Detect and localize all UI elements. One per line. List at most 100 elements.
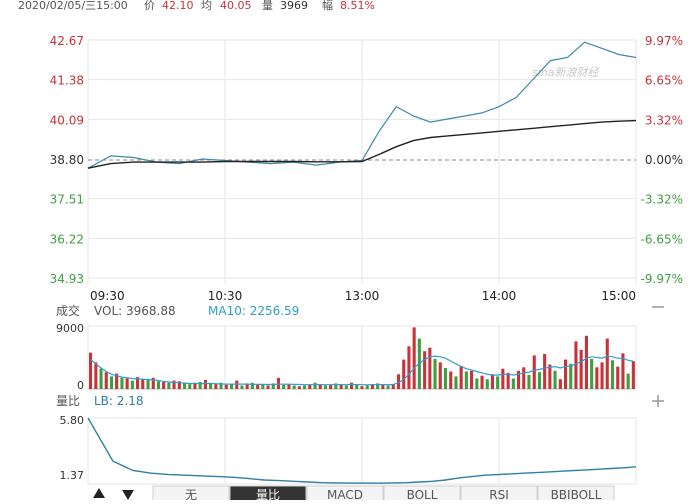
volume-bar xyxy=(329,384,333,389)
zoom-plus-icon[interactable] xyxy=(652,395,664,407)
volume-bar xyxy=(318,384,322,389)
volume-bar xyxy=(125,378,129,389)
vol-value: VOL: 3968.88 xyxy=(94,304,176,318)
header-avg-label: 均 xyxy=(201,0,212,12)
volume-bar xyxy=(303,385,307,389)
volume-bar xyxy=(256,384,260,389)
header-volume: 3969 xyxy=(280,0,308,12)
percent-tick-label: 0.00% xyxy=(645,153,683,167)
tab-label: BBIBOLL xyxy=(551,488,602,500)
volume-bar xyxy=(292,385,296,389)
percent-tick-label: 3.32% xyxy=(645,113,683,127)
volume-bar xyxy=(564,359,568,389)
volume-bar xyxy=(402,359,406,389)
lb-label: 量比 xyxy=(56,394,80,408)
lb-tick-min: 1.37 xyxy=(60,469,85,482)
volume-bar xyxy=(245,383,249,389)
volume-bar xyxy=(360,386,364,389)
volume-bar xyxy=(271,383,275,389)
volume-bar xyxy=(224,384,228,389)
volume-bar xyxy=(397,374,401,389)
tab-label: 量比 xyxy=(256,488,280,500)
header-price-label: 价 xyxy=(144,0,155,12)
volume-bar xyxy=(590,358,594,389)
volume-bar xyxy=(261,384,265,389)
time-tick-label: 15:00 xyxy=(601,289,636,303)
tab-3[interactable]: BOLL xyxy=(383,485,461,503)
volume-bar xyxy=(449,371,453,389)
bottom-toolbar: 无 量比 MACD BOLL RSI BBIBOLL xyxy=(93,485,615,503)
header-amplitude: 8.51% xyxy=(340,0,375,12)
percent-tick-label: 9.97% xyxy=(645,34,683,48)
tab-2[interactable]: MACD xyxy=(306,485,384,503)
time-tick-label: 14:00 xyxy=(482,289,517,303)
tab-0[interactable]: 无 xyxy=(152,485,230,503)
price-line xyxy=(87,41,637,169)
volume-bar xyxy=(141,379,145,389)
volume-bar xyxy=(198,382,202,389)
volume-tick-zero: 0 xyxy=(77,379,84,392)
volume-bar xyxy=(621,353,625,389)
lb-panel-header: 量比 LB: 2.18 xyxy=(56,394,144,408)
volume-bar xyxy=(183,383,187,389)
volume-bar xyxy=(490,374,494,389)
volume-bar xyxy=(381,384,385,389)
volume-bar xyxy=(203,379,207,389)
tab-label: MACD xyxy=(327,488,363,500)
volume-bar xyxy=(610,360,614,389)
sina-watermark: sina新浪财经 xyxy=(532,66,599,79)
volume-bar xyxy=(297,386,301,389)
volume-bar xyxy=(235,380,239,389)
header-avg: 40.05 xyxy=(220,0,252,12)
tab-4[interactable]: RSI xyxy=(460,485,538,503)
volume-bar xyxy=(517,370,521,389)
volume-bar xyxy=(438,362,442,389)
percent-tick-label: 6.65% xyxy=(645,74,683,88)
volume-bar xyxy=(428,347,432,389)
tab-1[interactable]: 量比 xyxy=(229,485,307,503)
volume-bar xyxy=(89,352,93,389)
header-datetime: 2020/02/05/三15:00 xyxy=(18,0,128,12)
volume-bar xyxy=(407,346,411,389)
volume-bar xyxy=(511,378,515,389)
volume-panel-header: 成交 VOL: 3968.88 MA10: 2256.59 xyxy=(56,303,299,318)
volume-bar xyxy=(209,383,213,389)
volume-tick-max: 9000 xyxy=(56,322,84,335)
volume-bar xyxy=(355,384,359,389)
volume-bar xyxy=(480,375,484,389)
volume-bar xyxy=(527,375,531,389)
volume-bar xyxy=(287,384,291,389)
volume-bar xyxy=(282,384,286,389)
header-vol-label: 量 xyxy=(262,0,273,12)
volume-bar xyxy=(266,385,270,389)
percent-axis: 9.97% 6.65% 3.32% 0.00% -3.32% -6.65% -9.97% xyxy=(641,34,683,286)
volume-bar xyxy=(376,383,380,389)
percent-tick-label: -6.65% xyxy=(641,232,683,246)
volume-bar xyxy=(146,379,150,389)
quote-header: 2020/02/05/三15:00 价 42.10 均 40.05 量 3969… xyxy=(18,0,375,12)
percent-tick-label: -9.97% xyxy=(641,272,683,286)
tab-5[interactable]: BBIBOLL xyxy=(537,485,615,503)
volume-bar xyxy=(532,355,536,389)
volume-bar xyxy=(109,376,113,389)
volume-bar xyxy=(214,384,218,389)
price-tick-label: 38.80 xyxy=(50,153,84,167)
volume-bar xyxy=(94,362,98,389)
volume-bar xyxy=(605,338,609,389)
volume-bar xyxy=(433,358,437,389)
lb-line xyxy=(87,417,637,484)
volume-bar xyxy=(130,380,134,389)
volume-bar xyxy=(308,384,312,389)
volume-bar xyxy=(386,385,390,389)
volume-bar xyxy=(370,384,374,389)
volume-bar xyxy=(600,362,604,389)
volume-bar xyxy=(558,379,562,389)
indicator-tabs: 无 量比 MACD BOLL RSI BBIBOLL xyxy=(152,485,615,503)
scroll-up-icon[interactable] xyxy=(93,488,105,498)
volume-bar xyxy=(104,372,108,389)
price-tick-label: 42.67 xyxy=(50,34,84,48)
volume-bar xyxy=(250,382,254,389)
scroll-down-icon[interactable] xyxy=(122,490,134,500)
time-tick-label: 10:30 xyxy=(208,289,243,303)
